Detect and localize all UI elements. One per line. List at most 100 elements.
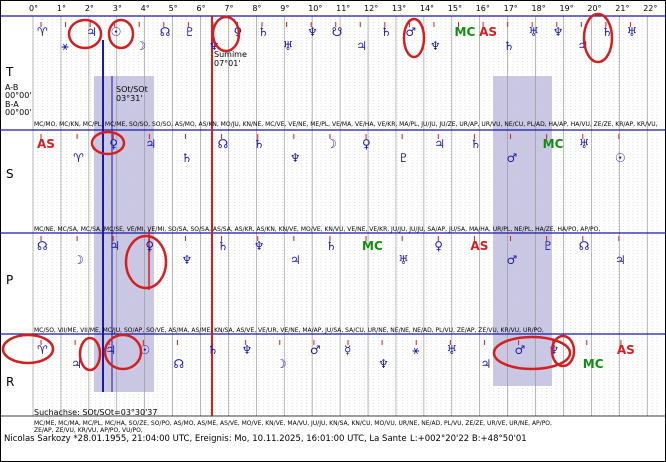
planet-glyph: AS bbox=[37, 137, 55, 151]
planet-glyph: ♅ bbox=[283, 39, 294, 53]
planet-glyph: ♃ bbox=[577, 39, 588, 53]
degree-tick-label: 11° bbox=[336, 4, 350, 13]
highlight-ellipse bbox=[103, 333, 143, 371]
planet-glyph: ♃ bbox=[145, 137, 156, 151]
ab-label: A-B bbox=[5, 83, 18, 92]
pairs-row-t: MC/MO, MC/KN, MC/PL, MC/ME, SO/SO, SO/SO… bbox=[34, 121, 658, 128]
planet-glyph: ♄ bbox=[208, 343, 219, 357]
planet-glyph: ☋ bbox=[332, 25, 343, 39]
degree-tick-label: 12° bbox=[364, 4, 378, 13]
degree-axis: 0° 1° 2° 3° 4° 5° 6° 7° 8° 9° 10° 11° 12° 13° 14° 15° 16… bbox=[29, 4, 657, 13]
planet-glyph: MC bbox=[543, 137, 564, 151]
degree-tick-label: 0° bbox=[29, 4, 38, 13]
pairs-row-s: MC/NE, MC/SA, MC/SA, MC/SE, VE/MI, VE/MI… bbox=[34, 226, 600, 233]
highlight-ellipse bbox=[402, 17, 426, 59]
planet-glyph: ♆ bbox=[181, 253, 192, 267]
planet-glyph: ♀ bbox=[145, 239, 154, 253]
degree-tick-label: 4° bbox=[141, 4, 150, 13]
highlight-ellipse bbox=[550, 334, 576, 368]
planet-glyph: ☽ bbox=[135, 39, 146, 53]
band-label-s: S bbox=[6, 167, 14, 181]
planet-glyph: ♄ bbox=[258, 25, 269, 39]
planet-glyph: ♇ bbox=[398, 151, 409, 165]
degree-tick-label: 21° bbox=[615, 4, 629, 13]
degree-tick-label: 13° bbox=[392, 4, 406, 13]
planet-glyph: ♃ bbox=[71, 357, 82, 371]
planet-glyph: ♆ bbox=[553, 25, 564, 39]
planet-glyph: ♀ bbox=[362, 137, 371, 151]
planet-glyph: ☊ bbox=[173, 357, 184, 371]
glyphs-band-t: ♈⚹♃ ☉☽☊ ♇♆♀ ♄♅♆ ☋♃♄ ♂♆MC AS♄♅ ♆♃♄ ♅ bbox=[37, 22, 637, 53]
degree-tick-label: 9° bbox=[280, 4, 289, 13]
planet-glyph: ☊ bbox=[579, 239, 590, 253]
planet-glyph: ♄ bbox=[326, 239, 337, 253]
band-label-r: R bbox=[6, 375, 14, 389]
highlight-ellipse bbox=[211, 15, 241, 53]
degree-tick-label: 22° bbox=[643, 4, 657, 13]
planet-glyph: ♆ bbox=[549, 343, 560, 357]
planet-glyph: ♄ bbox=[181, 151, 192, 165]
planet-glyph: ♆ bbox=[378, 357, 389, 371]
highlight-ellipses bbox=[1, 12, 614, 372]
planet-glyph: ♇ bbox=[543, 239, 554, 253]
highlight-ellipse bbox=[1, 333, 55, 365]
planet-glyph: ☽ bbox=[276, 357, 287, 371]
planet-glyph: ♆ bbox=[209, 39, 220, 53]
footer-person: Nicolas Sarkozy *28.01.1955, 21:04:00 UT… bbox=[4, 434, 407, 444]
degree-tick-label: 5° bbox=[169, 4, 178, 13]
planet-glyph: ♂ bbox=[405, 25, 416, 39]
planet-glyph: AS bbox=[617, 343, 635, 357]
glyphs-band-p: ☊ ☽ ♃ ♀ ♆ ♄ ♆ ♃ ♄ MC ♅ ♀ AS ♂ ♇ ☊ ♃ bbox=[37, 236, 626, 267]
pairs-row-p: MC/SO, VII/ME, VII/ME, MC/JU, SO/AP, SO/… bbox=[34, 327, 544, 334]
planet-glyph: ♅ bbox=[579, 137, 590, 151]
ba-label: B-A bbox=[5, 100, 19, 109]
planet-glyph: ⚹ bbox=[412, 343, 419, 357]
planet-glyph: ♂ bbox=[515, 343, 526, 357]
planet-glyph: MC bbox=[583, 357, 604, 371]
highlight-ellipse bbox=[107, 18, 135, 50]
planet-glyph: ⚹ bbox=[62, 39, 69, 53]
ab-value: 00°00' bbox=[5, 91, 32, 100]
planet-glyph: MC bbox=[362, 239, 383, 253]
planet-glyph: ☊ bbox=[37, 239, 48, 253]
planet-glyph: ♄ bbox=[470, 137, 481, 151]
planet-glyph: AS bbox=[479, 25, 497, 39]
planet-glyph: ♄ bbox=[254, 137, 265, 151]
planet-glyph: ♃ bbox=[480, 357, 491, 371]
degree-tick-label: 10° bbox=[308, 4, 322, 13]
degree-tick-label: 16° bbox=[476, 4, 490, 13]
planet-glyph: ♆ bbox=[430, 39, 441, 53]
planet-glyph: ♅ bbox=[528, 25, 539, 39]
planet-glyph: ♄ bbox=[381, 25, 392, 39]
highlight-ellipse bbox=[67, 18, 103, 50]
highlight-ellipse bbox=[582, 12, 614, 64]
degree-tick-label: 7° bbox=[224, 4, 233, 13]
planet-glyph: ♆ bbox=[254, 239, 265, 253]
band-label-p: P bbox=[6, 273, 13, 287]
degree-tick-label: 18° bbox=[532, 4, 546, 13]
degree-tick-label: 1° bbox=[57, 4, 66, 13]
glyphs-band-r: ♈ ♃ ♃ ☉ ☊ ♄ ♆ ☽ ♂ ☿ ♆ ⚹ ♅ ♃ ♂ ♆ MC AS bbox=[37, 340, 635, 371]
planet-glyph: ♅ bbox=[446, 343, 457, 357]
planet-glyph: ♈ bbox=[37, 343, 48, 357]
planet-glyph: ♆ bbox=[307, 25, 318, 39]
planet-glyph: ♅ bbox=[398, 253, 409, 267]
pairs-row-r: MC/ME, MC/MA, MC/PL, MC/HA, SO/ZE, SO/PO… bbox=[34, 420, 552, 427]
footer-coords: L:+002°20'22 B:+48°50'01 bbox=[410, 434, 527, 444]
planet-glyph: ☉ bbox=[139, 343, 150, 357]
planet-glyph: ♃ bbox=[105, 343, 116, 357]
planet-glyph: ♃ bbox=[86, 25, 97, 39]
highlight-ellipse bbox=[492, 335, 572, 371]
planet-glyph: ☿ bbox=[344, 343, 351, 357]
planet-glyph: ☽ bbox=[326, 137, 337, 151]
grid-layer bbox=[32, 16, 658, 416]
degree-tick-label: 8° bbox=[252, 4, 261, 13]
planet-glyph: ♀ bbox=[434, 239, 443, 253]
planet-glyph: ♂ bbox=[507, 151, 518, 165]
planet-glyph: ☊ bbox=[218, 137, 229, 151]
highlight-ellipse bbox=[90, 130, 126, 156]
degree-tick-label: 3° bbox=[113, 4, 122, 13]
transit-value: 07°01' bbox=[214, 59, 241, 68]
search-axis: Suchachse: SOt/SOt=03°30'37 bbox=[34, 408, 157, 417]
